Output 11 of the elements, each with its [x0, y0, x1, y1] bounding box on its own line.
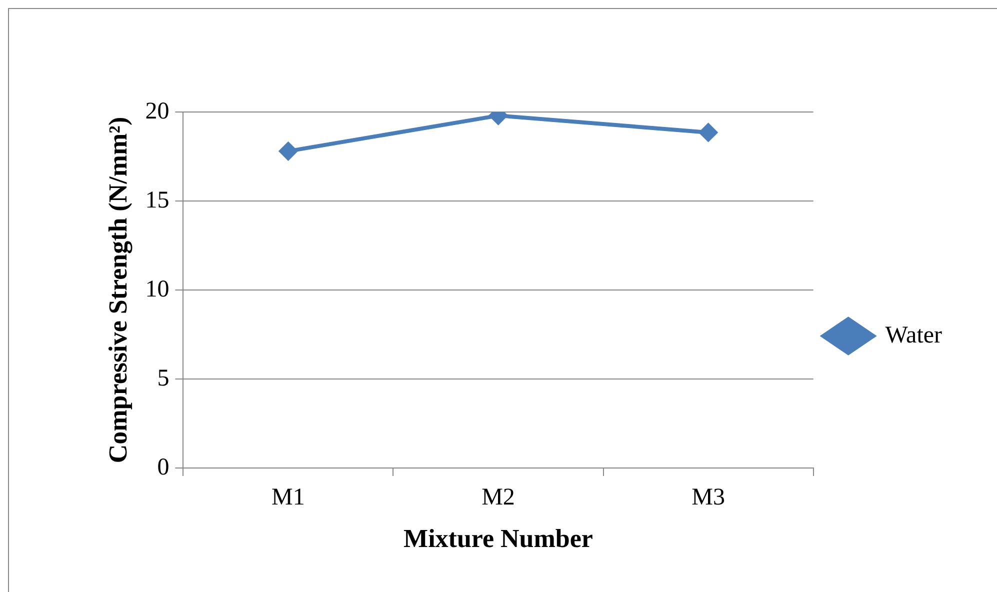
y-axis-title: Compressive Strength (N/mm²) [103, 116, 132, 464]
x-tick-label: M2 [482, 484, 515, 511]
y-tick-label: 10 [145, 276, 170, 302]
x-axis-title: Mixture Number [404, 524, 593, 554]
y-tick-label: 5 [157, 365, 170, 392]
y-tick-label: 0 [157, 454, 170, 480]
y-tick-label: 20 [145, 98, 170, 124]
legend-label: Water [885, 322, 942, 348]
x-tick-label: M1 [272, 484, 305, 511]
x-tick-label: M3 [692, 484, 725, 511]
y-tick-label: 15 [145, 187, 170, 214]
